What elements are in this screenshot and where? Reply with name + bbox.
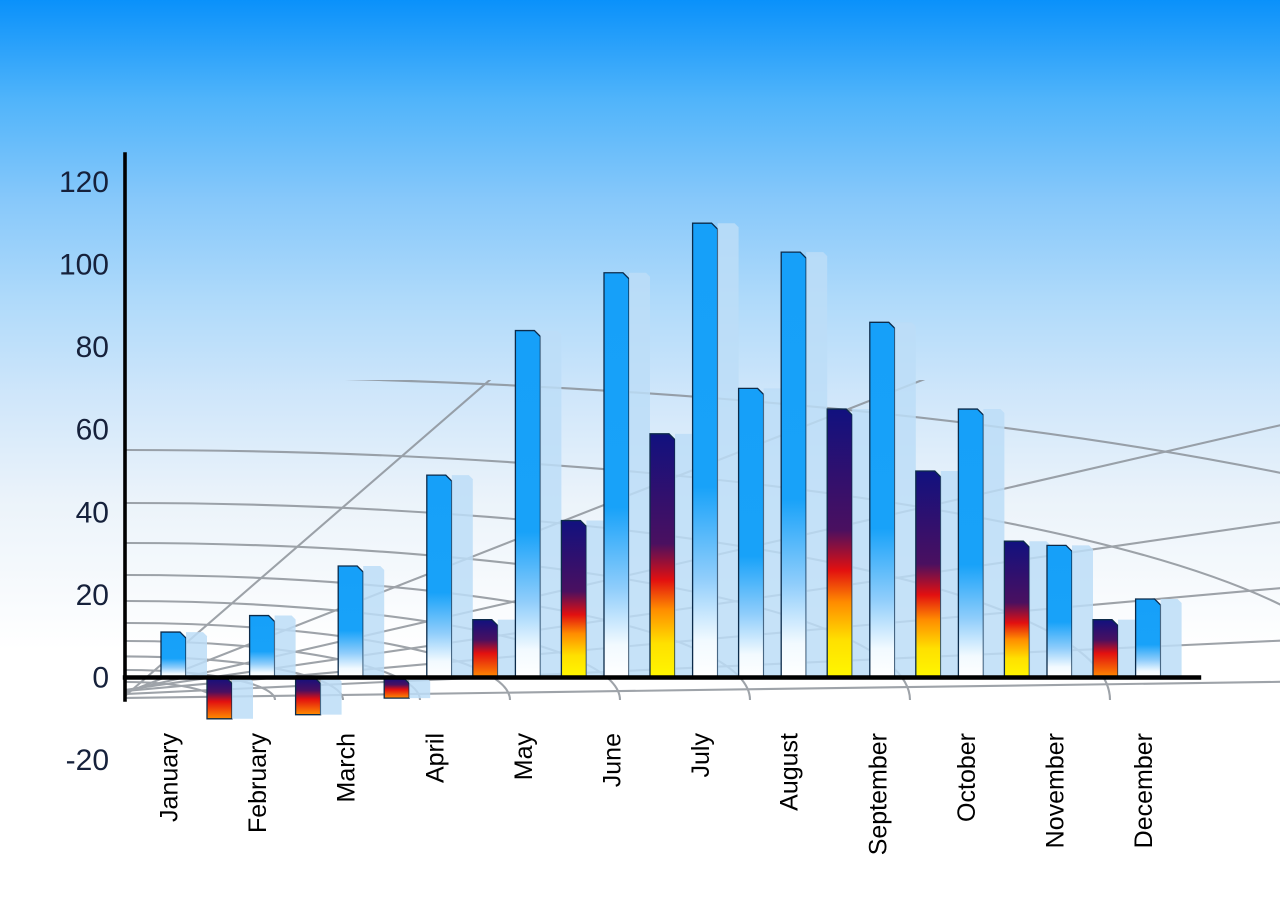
svg-text:-20: -20 xyxy=(66,744,109,777)
svg-text:80: 80 xyxy=(76,331,109,364)
svg-text:100: 100 xyxy=(59,249,109,282)
svg-text:December: December xyxy=(1130,733,1158,848)
svg-text:July: July xyxy=(687,733,715,778)
svg-text:May: May xyxy=(510,733,538,781)
svg-text:October: October xyxy=(953,733,981,822)
svg-text:January: January xyxy=(156,733,184,822)
svg-text:40: 40 xyxy=(76,496,109,529)
svg-text:March: March xyxy=(333,733,361,802)
svg-text:0: 0 xyxy=(92,662,109,695)
svg-text:60: 60 xyxy=(76,414,109,447)
svg-text:August: August xyxy=(776,733,804,811)
svg-text:April: April xyxy=(421,733,449,783)
svg-text:June: June xyxy=(599,733,627,787)
svg-text:November: November xyxy=(1042,733,1070,848)
svg-text:120: 120 xyxy=(59,166,109,199)
svg-text:September: September xyxy=(864,733,892,855)
svg-text:20: 20 xyxy=(76,579,109,612)
svg-text:February: February xyxy=(244,733,272,834)
